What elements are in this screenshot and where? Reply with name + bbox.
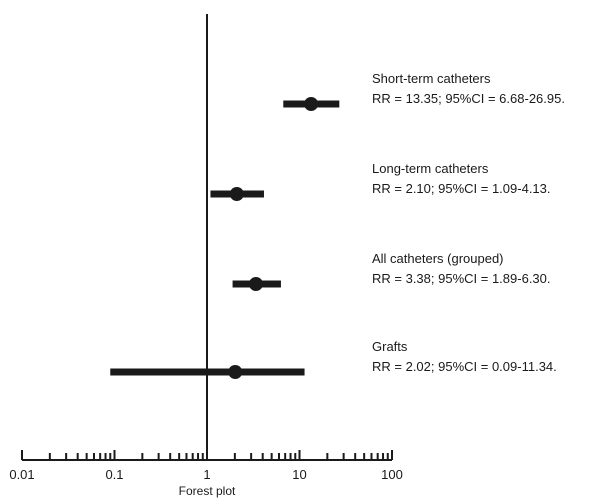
row-stat: RR = 3.38; 95%CI = 1.89-6.30. — [372, 271, 551, 286]
tick-label: 0.1 — [105, 467, 123, 482]
row-stat: RR = 13.35; 95%CI = 6.68-26.95. — [372, 91, 565, 106]
rr-point — [304, 97, 319, 111]
tick-label: 10 — [292, 467, 306, 482]
x-axis-title: Forest plot — [179, 484, 236, 498]
tick-label: 100 — [381, 467, 403, 482]
row-label: Grafts — [372, 339, 408, 354]
rr-point — [248, 277, 263, 291]
row-stat: RR = 2.10; 95%CI = 1.09-4.13. — [372, 181, 551, 196]
row-label: Long-term catheters — [372, 161, 489, 176]
rr-point — [228, 365, 243, 379]
forest-row: Short-term catheters RR = 13.35; 95%CI = … — [283, 71, 565, 111]
tick-label: 0.01 — [9, 467, 34, 482]
row-label: Short-term catheters — [372, 71, 491, 86]
forest-row: Long-term catheters RR = 2.10; 95%CI = 1.… — [210, 161, 551, 201]
minor-ticks — [48, 453, 389, 460]
forest-rows: Short-term catheters RR = 13.35; 95%CI = … — [110, 71, 565, 379]
tick-labels: 0.01 0.1 1 10 100 — [9, 467, 403, 482]
tick-label: 1 — [203, 467, 210, 482]
rr-point — [229, 187, 244, 201]
forest-row: Grafts RR = 2.02; 95%CI = 0.09-11.34. — [110, 339, 557, 379]
row-label: All catheters (grouped) — [372, 251, 504, 266]
major-ticks — [21, 450, 393, 460]
forest-row: All catheters (grouped) RR = 3.38; 95%CI … — [232, 251, 551, 291]
row-stat: RR = 2.02; 95%CI = 0.09-11.34. — [372, 359, 557, 374]
